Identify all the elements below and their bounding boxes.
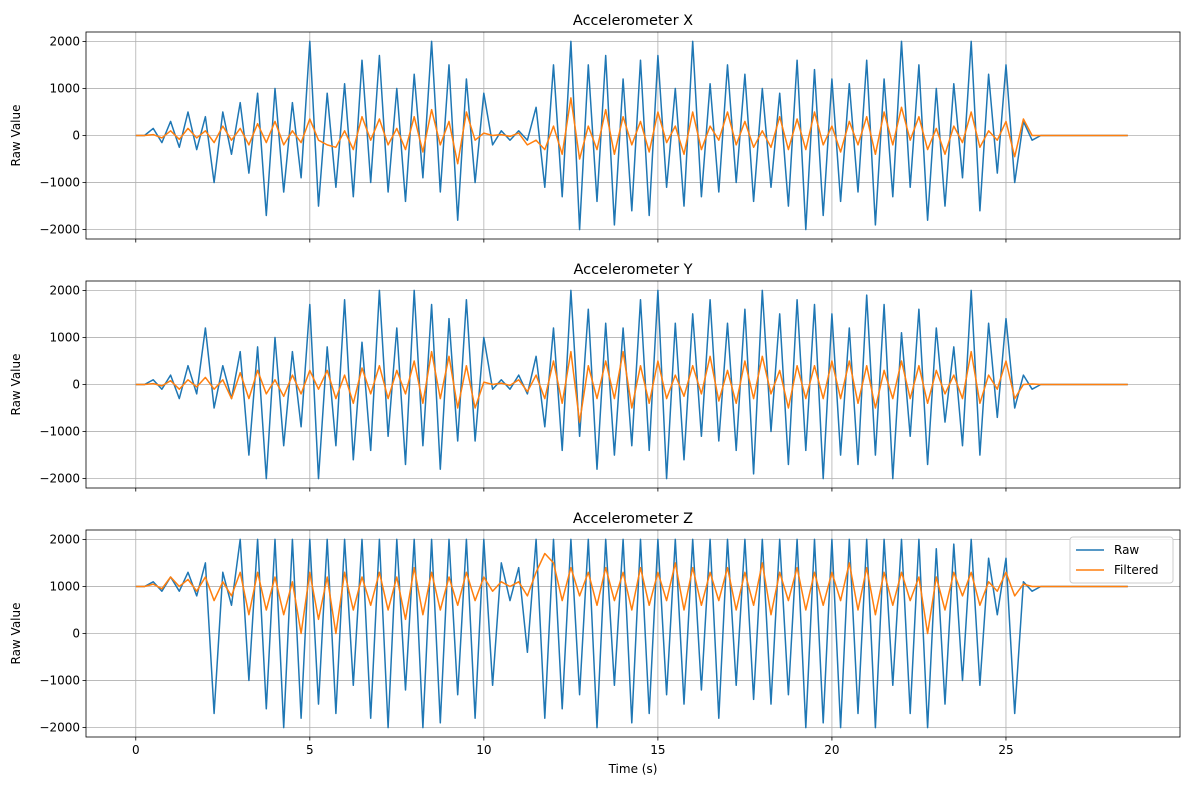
x-tick-label: 25 bbox=[998, 743, 1013, 757]
y-tick-label: 1000 bbox=[49, 81, 80, 95]
y-tick-label: 1000 bbox=[49, 579, 80, 593]
x-tick-label: 15 bbox=[650, 743, 665, 757]
legend-label: Raw bbox=[1114, 543, 1139, 557]
y-tick-label: 0 bbox=[72, 627, 80, 641]
y-tick-label: 2000 bbox=[49, 283, 80, 297]
axes-frame bbox=[85, 529, 1181, 738]
subplot-2: 0 5 10 15 20 25 −2000 −1000 0 1000 2000 Acceleromet… bbox=[9, 511, 1181, 776]
y-tick-label: 0 bbox=[72, 378, 80, 392]
x-tick-label: 20 bbox=[824, 743, 839, 757]
y-tick-label: −2000 bbox=[39, 472, 80, 486]
subplot-title: Accelerometer X bbox=[573, 13, 693, 29]
y-tick-label: −1000 bbox=[39, 176, 80, 190]
y-tick-label: 0 bbox=[72, 129, 80, 143]
subplot-1: −2000 −1000 0 1000 2000 Accelerometer Y Raw Va… bbox=[9, 262, 1181, 492]
x-tick-label: 0 bbox=[132, 743, 140, 757]
subplot-0: −2000 −1000 0 1000 2000 Accelerometer X Raw Va… bbox=[9, 13, 1181, 243]
x-tick-label: 5 bbox=[306, 743, 314, 757]
filtered-series-line bbox=[135, 350, 1128, 423]
x-tick-label: 10 bbox=[476, 743, 491, 757]
legend-label: Filtered bbox=[1114, 563, 1158, 577]
raw-series-line bbox=[135, 40, 1128, 231]
raw-series-line bbox=[135, 289, 1128, 480]
axes-frame bbox=[85, 31, 1181, 240]
raw-series-line bbox=[135, 538, 1128, 729]
y-tick-label: 1000 bbox=[49, 330, 80, 344]
y-tick-label: 2000 bbox=[49, 532, 80, 546]
y-axis-label: Raw Value bbox=[9, 104, 23, 166]
filtered-series-line bbox=[135, 552, 1128, 635]
subplot-title: Accelerometer Z bbox=[573, 511, 693, 527]
y-axis-label: Raw Value bbox=[9, 602, 23, 664]
y-tick-label: −1000 bbox=[39, 425, 80, 439]
legend-box bbox=[1069, 536, 1174, 584]
y-tick-label: −1000 bbox=[39, 674, 80, 688]
y-axis-label: Raw Value bbox=[9, 353, 23, 415]
subplot-title: Accelerometer Y bbox=[573, 262, 692, 278]
y-tick-label: 2000 bbox=[49, 34, 80, 48]
legend: Raw Filtered bbox=[1069, 536, 1174, 584]
y-tick-label: −2000 bbox=[39, 223, 80, 237]
axes-frame bbox=[85, 280, 1181, 489]
x-axis-label: Time (s) bbox=[608, 762, 658, 776]
filtered-series-line bbox=[135, 97, 1128, 165]
y-tick-label: −2000 bbox=[39, 721, 80, 735]
